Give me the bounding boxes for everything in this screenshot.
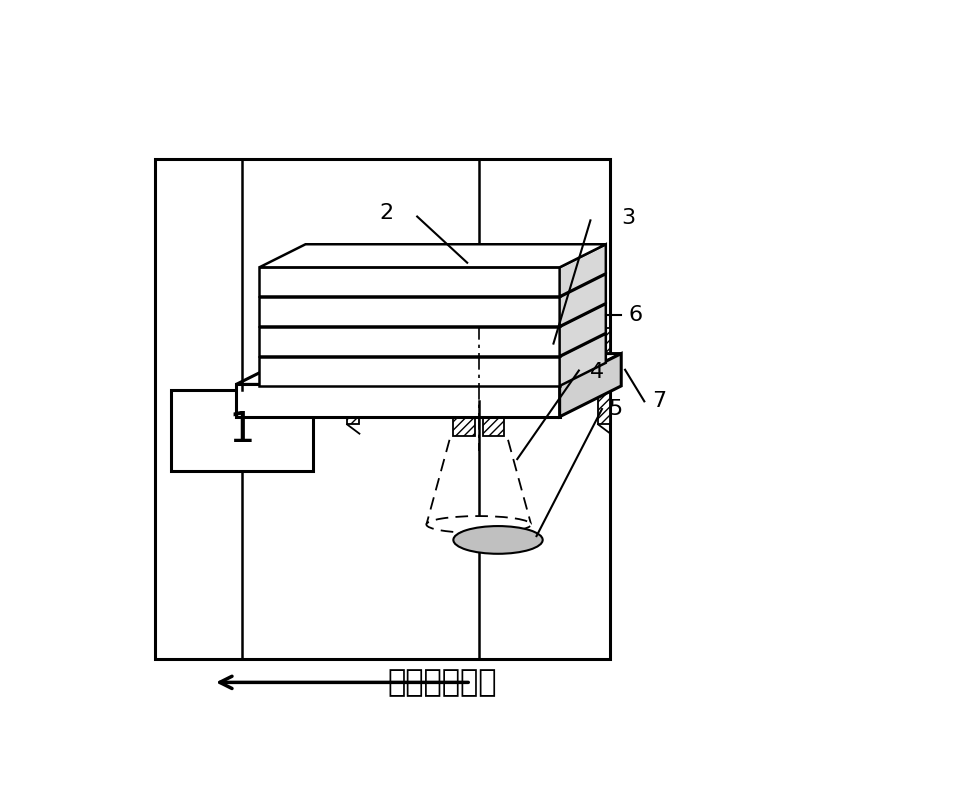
Text: 1: 1 (229, 409, 255, 451)
Bar (347, 312, 360, 425)
Text: 4: 4 (590, 362, 605, 382)
Polygon shape (560, 244, 606, 296)
Text: 7: 7 (652, 391, 666, 411)
Bar (155, 159, 610, 659)
Bar (481, 259, 506, 270)
Bar (598, 328, 611, 425)
Bar (453, 270, 475, 436)
Ellipse shape (453, 526, 542, 554)
Bar (259, 327, 560, 356)
Bar (259, 357, 560, 386)
Bar (236, 384, 560, 417)
Polygon shape (560, 334, 606, 386)
Bar (259, 267, 560, 296)
Polygon shape (259, 244, 606, 267)
Text: 3: 3 (621, 208, 635, 228)
Bar (404, 270, 421, 417)
Bar (171, 390, 314, 471)
Bar (259, 297, 560, 326)
Bar (451, 259, 477, 270)
Text: 5: 5 (608, 399, 622, 419)
Polygon shape (560, 274, 606, 326)
Ellipse shape (426, 516, 531, 533)
Text: 6: 6 (629, 305, 643, 325)
Text: 2: 2 (379, 202, 394, 222)
Polygon shape (560, 354, 621, 417)
Bar (536, 270, 553, 417)
Polygon shape (560, 304, 606, 356)
Bar (483, 270, 504, 436)
Text: 堆积路径方向: 堆积路径方向 (388, 668, 497, 697)
Polygon shape (236, 354, 621, 384)
